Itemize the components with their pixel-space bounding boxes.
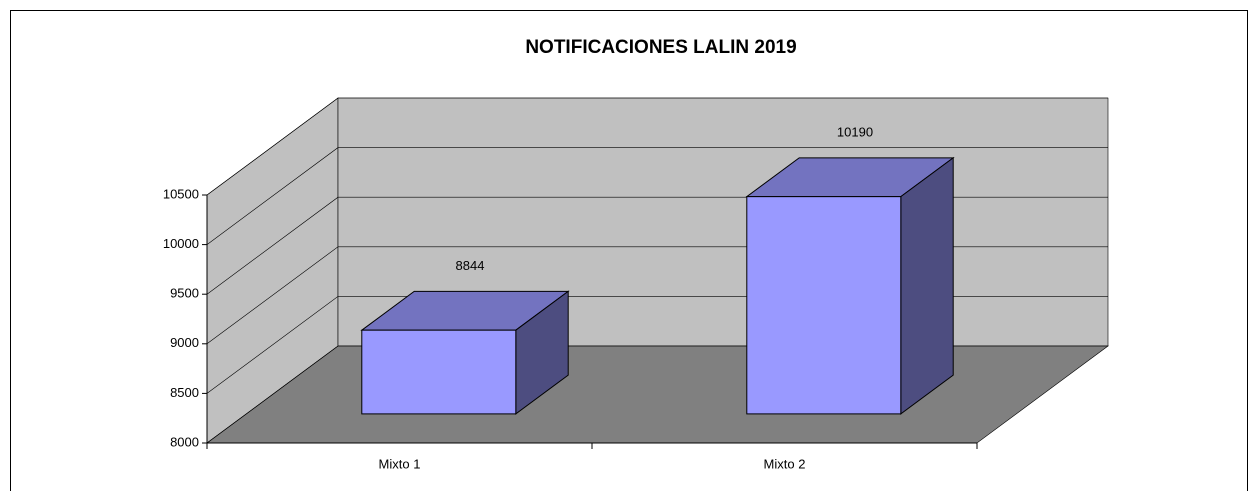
grid-line [206, 97, 1108, 196]
grid-line [206, 147, 1108, 245]
y-tick-label: 10000 [163, 236, 199, 251]
data-label: 8844 [456, 258, 485, 273]
data-label: 10190 [837, 124, 873, 139]
y-tick-label: 10500 [163, 186, 199, 201]
bar-side [900, 156, 954, 415]
bar [746, 196, 902, 415]
y-tick-label: 8000 [170, 434, 199, 449]
y-tick-label: 9000 [170, 335, 199, 350]
chart-title: NOTIFICACIONES LALIN 2019 [525, 37, 796, 58]
x-tick-label: Mixto 2 [764, 456, 806, 471]
y-tick-label: 9500 [170, 286, 199, 301]
floor [206, 345, 1109, 444]
y-tick-label: 8500 [170, 385, 199, 400]
x-tick-label: Mixto 1 [379, 456, 421, 471]
bar [361, 329, 517, 415]
